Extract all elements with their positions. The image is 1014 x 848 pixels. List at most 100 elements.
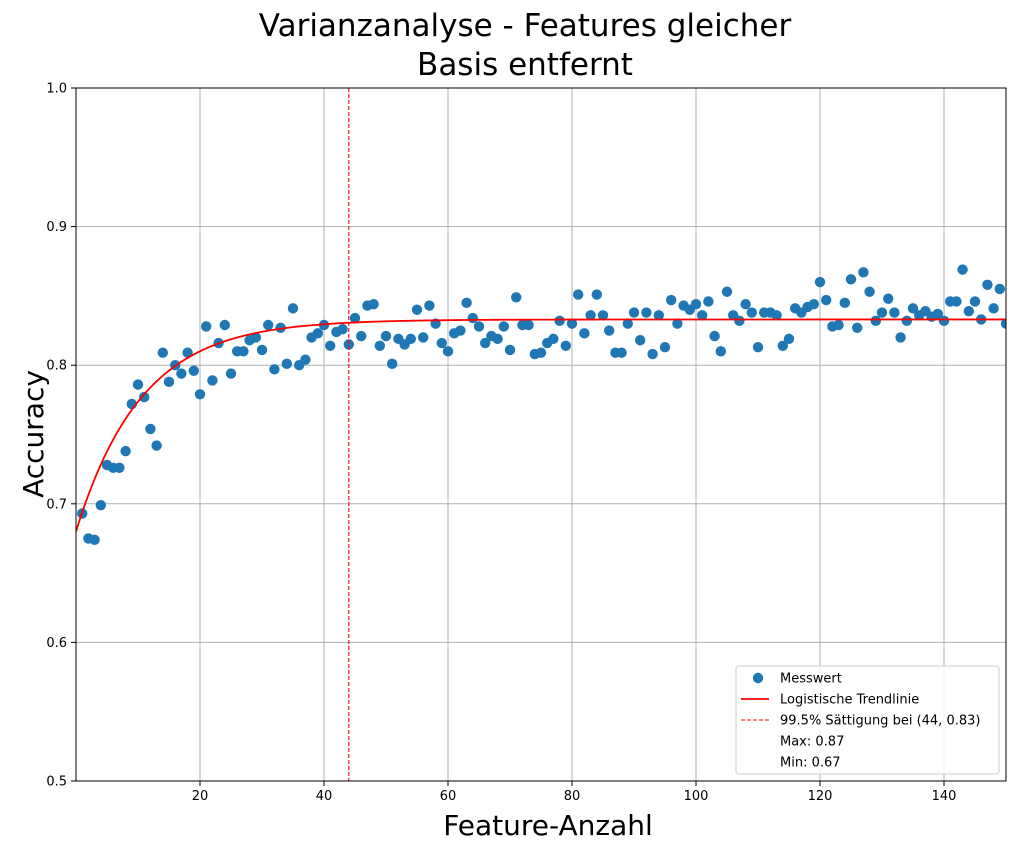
data-point bbox=[461, 297, 472, 309]
data-point bbox=[777, 340, 788, 351]
data-point bbox=[188, 365, 199, 376]
x-tick-label: 120 bbox=[808, 789, 833, 804]
data-point bbox=[300, 354, 311, 365]
data-point bbox=[969, 296, 981, 307]
data-point bbox=[591, 289, 602, 300]
data-point bbox=[120, 445, 131, 457]
data-point bbox=[666, 294, 677, 306]
data-point bbox=[151, 440, 162, 451]
legend-label: Max: 0.87 bbox=[780, 735, 844, 750]
plot-area bbox=[76, 88, 1006, 781]
data-point bbox=[424, 300, 435, 311]
data-point bbox=[337, 323, 348, 335]
data-point bbox=[535, 347, 547, 358]
data-point bbox=[901, 315, 912, 327]
data-point bbox=[157, 347, 168, 358]
y-tick-label: 0.5 bbox=[46, 775, 67, 790]
data-point bbox=[343, 339, 354, 350]
chart-title-line-2: Basis entfernt bbox=[417, 47, 633, 83]
data-point bbox=[721, 286, 733, 297]
data-point bbox=[858, 267, 869, 278]
data-point bbox=[225, 368, 237, 379]
y-axis-label: Accuracy bbox=[17, 370, 50, 498]
data-point bbox=[207, 375, 218, 386]
data-point bbox=[690, 299, 702, 310]
data-point bbox=[163, 376, 175, 388]
data-point bbox=[808, 299, 819, 310]
data-point bbox=[864, 286, 875, 297]
data-point bbox=[994, 283, 1005, 295]
x-tick-label: 40 bbox=[316, 789, 333, 804]
data-point bbox=[585, 310, 596, 321]
data-point bbox=[275, 322, 286, 333]
plot-content bbox=[76, 88, 1006, 781]
data-point bbox=[219, 319, 230, 331]
data-point bbox=[250, 332, 261, 343]
x-tick-label: 140 bbox=[932, 789, 957, 804]
legend-label: Min: 0.67 bbox=[780, 756, 841, 771]
data-point bbox=[473, 321, 485, 332]
legend-label: 99.5% Sättigung bei (44, 0.83) bbox=[780, 714, 980, 729]
data-point bbox=[467, 312, 478, 324]
data-point bbox=[573, 289, 584, 300]
data-point bbox=[752, 341, 764, 353]
data-point bbox=[349, 312, 361, 324]
legend-label: Logistische Trendlinie bbox=[780, 693, 919, 708]
data-point bbox=[132, 379, 144, 390]
y-tick-label: 0.6 bbox=[46, 636, 67, 651]
data-point bbox=[114, 462, 125, 473]
chart-title: Varianzanalyse - Features gleicher Basis… bbox=[259, 8, 792, 83]
data-point bbox=[480, 337, 491, 349]
x-tick-label: 80 bbox=[564, 789, 581, 804]
data-point bbox=[641, 307, 652, 318]
data-point bbox=[325, 340, 336, 351]
data-point bbox=[697, 310, 708, 321]
data-point bbox=[907, 303, 919, 314]
data-point bbox=[771, 310, 782, 321]
data-point bbox=[498, 321, 509, 332]
data-point bbox=[852, 322, 863, 333]
data-point bbox=[263, 319, 274, 331]
axis-ticks: 20 40 60 80 100 120 140 0.5 0.6 0.7 0.8 0.9 1.0 bbox=[46, 82, 956, 805]
trend-line bbox=[76, 318, 1006, 532]
x-tick-label: 100 bbox=[684, 789, 709, 804]
data-point bbox=[963, 305, 974, 317]
data-point bbox=[932, 308, 943, 320]
data-point bbox=[455, 325, 466, 336]
data-point bbox=[746, 307, 757, 318]
y-tick-label: 0.8 bbox=[46, 359, 67, 374]
x-axis-label: Feature-Anzahl bbox=[443, 809, 653, 842]
data-point bbox=[560, 340, 571, 351]
data-point bbox=[628, 307, 640, 318]
data-point bbox=[845, 274, 857, 285]
x-tick-label: 60 bbox=[440, 789, 457, 804]
data-point bbox=[269, 364, 280, 375]
data-point bbox=[95, 499, 107, 511]
data-point bbox=[740, 299, 751, 310]
data-point bbox=[201, 321, 212, 332]
data-point bbox=[436, 337, 447, 349]
data-point bbox=[548, 333, 559, 345]
legend-label: Messwert bbox=[780, 672, 842, 687]
data-point bbox=[380, 330, 392, 342]
data-point bbox=[194, 389, 206, 400]
data-point bbox=[238, 346, 249, 357]
data-point bbox=[182, 347, 193, 358]
data-point bbox=[504, 344, 516, 356]
data-point bbox=[405, 333, 416, 345]
data-point bbox=[957, 264, 968, 275]
data-point bbox=[312, 328, 323, 339]
data-point bbox=[839, 297, 850, 309]
data-point bbox=[579, 328, 590, 339]
y-tick-label: 1.0 bbox=[46, 82, 67, 97]
data-point bbox=[368, 299, 379, 310]
data-point bbox=[256, 344, 268, 356]
data-point bbox=[604, 325, 615, 336]
data-point bbox=[672, 318, 683, 329]
data-point bbox=[833, 319, 844, 331]
legend: Messwert Logistische Trendlinie 99.5% Sätt… bbox=[735, 665, 1000, 775]
data-point bbox=[715, 346, 726, 357]
data-point bbox=[783, 333, 795, 345]
data-point bbox=[951, 296, 962, 307]
